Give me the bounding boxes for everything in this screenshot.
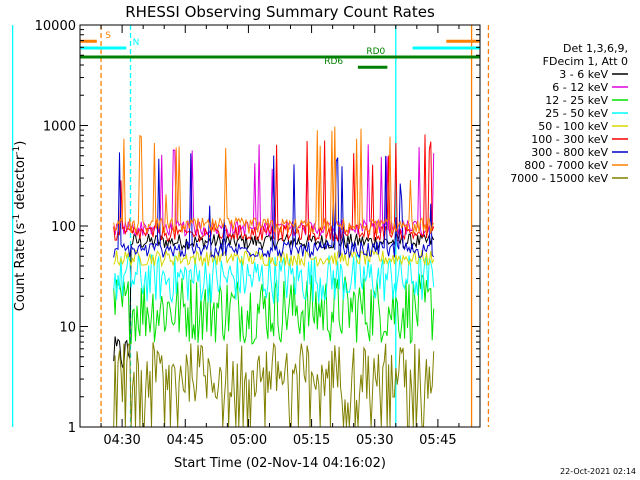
x-tick-label-1: 04:45 [167, 433, 204, 448]
legend-label-7: 800 - 7000 keV [524, 159, 608, 172]
flag-label-rd6: RD6 [324, 57, 343, 67]
x-tick-label-2: 05:00 [230, 433, 267, 448]
y-axis-label: Count Rate (s-1 detector-1) [12, 141, 28, 312]
legend-label-8: 7000 - 15000 keV [510, 172, 608, 185]
y-tick-label-3: 1000 [43, 120, 76, 135]
y-tick-label-1: 10 [59, 321, 76, 336]
series-line-4 [113, 248, 435, 268]
x-axis-label: Start Time (02-Nov-14 04:16:02) [174, 456, 386, 471]
x-tick-label-5: 05:45 [419, 433, 456, 448]
flag-label-s: S [105, 31, 111, 41]
legend-label-3: 25 - 50 keV [545, 107, 608, 120]
y-tick-label-2: 100 [51, 220, 76, 235]
legend-label-6: 300 - 800 keV [531, 146, 608, 159]
legend-header-0: Det 1,3,6,9, [563, 42, 628, 55]
series-line-1 [113, 144, 435, 238]
chart-title: RHESSI Observing Summary Count Rates [125, 3, 435, 21]
series-line-2 [113, 273, 435, 345]
series-line-0 [113, 231, 435, 369]
series-line-7 [113, 126, 435, 236]
y-axis-label-end: ) [13, 141, 28, 146]
flag-label-rd0: RD0 [366, 47, 385, 57]
legend-label-2: 12 - 25 keV [545, 94, 608, 107]
footer-date: 22-Oct-2021 02:14 [560, 467, 636, 476]
y-axis-label-sup1: -1 [12, 214, 22, 223]
legend-header-1: FDecim 1, Att 0 [543, 55, 628, 68]
x-tick-label-4: 05:30 [356, 433, 393, 448]
y-tick-label-4: 10000 [35, 19, 76, 34]
x-tick-label-0: 04:30 [103, 433, 140, 448]
chart-marks: S N RD0 RD6 [11, 25, 490, 428]
y-axis-label-main: Count Rate (s [13, 223, 28, 312]
y-axis-label-mid: detector [13, 154, 28, 214]
legend-label-0: 3 - 6 keV [559, 68, 608, 81]
series-line-3 [113, 253, 435, 304]
flag-label-n: N [133, 38, 140, 48]
legend-label-1: 6 - 12 keV [552, 81, 608, 94]
legend-label-5: 100 - 300 keV [531, 133, 608, 146]
series-line-6 [113, 152, 435, 259]
x-tick-label-3: 05:15 [293, 433, 330, 448]
y-tick-label-0: 1 [68, 421, 76, 436]
chart-axes: 1 10 100 1000 10000 04:30 04:45 05:00 05:15 05:30… [35, 19, 481, 448]
y-axis-label-sup2: -1 [12, 146, 22, 155]
legend-label-4: 50 - 100 keV [538, 120, 608, 133]
series-line-8 [113, 341, 435, 428]
series-line-5 [113, 134, 435, 243]
